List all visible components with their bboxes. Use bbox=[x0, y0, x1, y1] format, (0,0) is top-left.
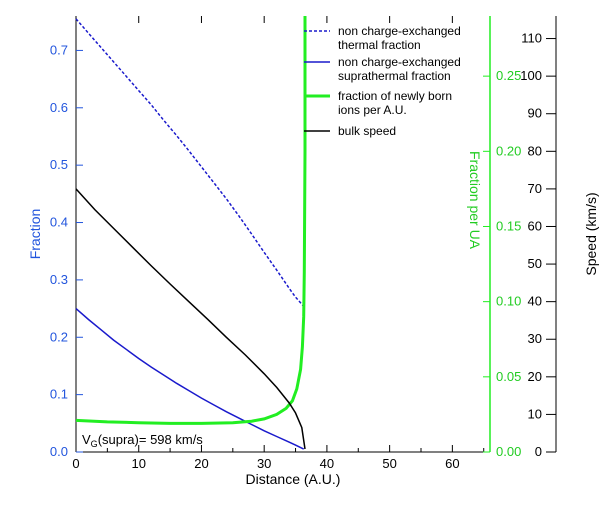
x-tick-label: 0 bbox=[72, 456, 79, 471]
velocity-annotation: VG(supra)= 598 km/s bbox=[82, 432, 203, 449]
y-right2-tick-label: 60 bbox=[528, 218, 542, 233]
series-layer bbox=[75, 16, 307, 450]
legend-label-1: non charge-exchanged bbox=[338, 55, 461, 69]
y-right1-tick-label: 0.20 bbox=[496, 143, 521, 158]
series-line-2 bbox=[75, 16, 307, 425]
y-left-tick-label: 0.6 bbox=[50, 100, 68, 115]
y-right2-tick-label: 0 bbox=[535, 444, 542, 459]
y-right2-tick-label: 90 bbox=[528, 106, 542, 121]
y-left-tick-label: 0.4 bbox=[50, 215, 68, 230]
legend-label-1: suprathermal fraction bbox=[338, 69, 451, 83]
y-right2-tick-label: 30 bbox=[528, 331, 542, 346]
x-tick-label: 20 bbox=[194, 456, 208, 471]
y-axis-right1-label: Fraction per UA bbox=[467, 151, 483, 250]
x-axis-label: Distance (A.U.) bbox=[246, 471, 341, 487]
y-right1-tick-label: 0.15 bbox=[496, 218, 521, 233]
y-right2-tick-label: 20 bbox=[528, 369, 542, 384]
series-line-0 bbox=[75, 18, 304, 307]
y-right2-tick-label: 40 bbox=[528, 294, 542, 309]
y-right2-tick-label: 80 bbox=[528, 143, 542, 158]
x-tick-label: 40 bbox=[320, 456, 334, 471]
annotation-sub: G bbox=[91, 439, 98, 449]
series-line-3 bbox=[75, 188, 306, 450]
y-right2-tick-label: 10 bbox=[528, 406, 542, 421]
y-right1-tick-label: 0.10 bbox=[496, 294, 521, 309]
y-right2-tick-label: 50 bbox=[528, 256, 542, 271]
series-line-1 bbox=[75, 308, 305, 450]
legend-label-0: thermal fraction bbox=[338, 38, 421, 52]
y-left-tick-label: 0.1 bbox=[50, 387, 68, 402]
y-axis-left-label: Fraction bbox=[27, 209, 43, 260]
y-right1-tick-label: 0.00 bbox=[496, 444, 521, 459]
annotation-v: V bbox=[82, 432, 91, 447]
legend-label-0: non charge-exchanged bbox=[338, 24, 461, 38]
y-right2-tick-label: 100 bbox=[520, 68, 542, 83]
y-axis-right2-label: Speed (km/s) bbox=[583, 192, 599, 275]
y-left-tick-label: 0.0 bbox=[50, 444, 68, 459]
y-right1-tick-label: 0.05 bbox=[496, 369, 521, 384]
y-right1-tick-label: 0.25 bbox=[496, 68, 521, 83]
y-right2-tick-label: 70 bbox=[528, 181, 542, 196]
legend-label-2: ions per A.U. bbox=[338, 103, 407, 117]
x-tick-label: 50 bbox=[382, 456, 396, 471]
y-right2-tick-label: 110 bbox=[521, 31, 542, 46]
x-tick-label: 60 bbox=[445, 456, 459, 471]
legend-label-2: fraction of newly born bbox=[338, 89, 452, 103]
y-left-tick-label: 0.2 bbox=[50, 329, 68, 344]
legend-label-3: bulk speed bbox=[338, 124, 396, 138]
x-tick-label: 30 bbox=[257, 456, 271, 471]
annotation-rest: (supra)= 598 km/s bbox=[98, 432, 204, 447]
y-left-tick-label: 0.3 bbox=[50, 272, 68, 287]
y-left-tick-label: 0.5 bbox=[50, 157, 68, 172]
x-tick-label: 10 bbox=[131, 456, 145, 471]
y-left-tick-label: 0.7 bbox=[50, 42, 68, 57]
axes: 0 10 20 30 40 50 60 0.0 0.1 0.2 0.3 0.4 0.5 0.6 0.7 0.0… bbox=[50, 16, 557, 471]
